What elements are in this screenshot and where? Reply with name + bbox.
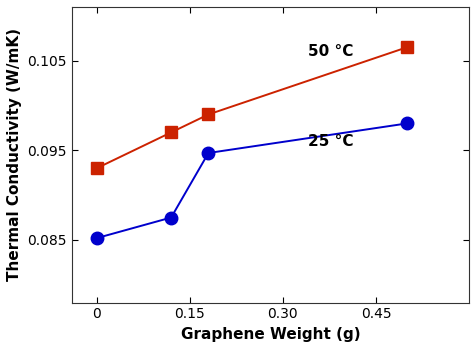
Y-axis label: Thermal Conductivity (W/mK): Thermal Conductivity (W/mK) <box>7 28 22 281</box>
X-axis label: Graphene Weight (g): Graphene Weight (g) <box>181 327 360 342</box>
Text: 50 °C: 50 °C <box>307 44 353 59</box>
Text: 25 °C: 25 °C <box>307 134 353 149</box>
